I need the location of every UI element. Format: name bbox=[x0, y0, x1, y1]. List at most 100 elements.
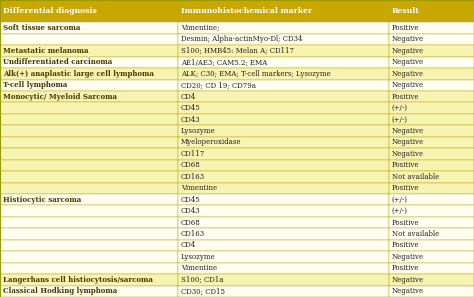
Text: CD45: CD45 bbox=[181, 104, 201, 112]
Text: Positive: Positive bbox=[392, 161, 419, 169]
Text: Vimentine: Vimentine bbox=[181, 264, 217, 272]
Bar bbox=[389, 57, 474, 68]
Bar bbox=[178, 206, 389, 217]
Bar bbox=[0, 274, 178, 285]
Bar bbox=[0, 285, 178, 297]
Text: CD43: CD43 bbox=[181, 116, 201, 124]
Text: CD163: CD163 bbox=[181, 230, 205, 238]
Bar bbox=[178, 285, 389, 297]
Bar bbox=[178, 57, 389, 68]
Text: CD20; CD 19; CD79a: CD20; CD 19; CD79a bbox=[181, 81, 256, 89]
Text: Positive: Positive bbox=[392, 93, 419, 101]
Bar bbox=[389, 171, 474, 183]
Bar bbox=[389, 0, 474, 22]
Text: Myeloperoxidase: Myeloperoxidase bbox=[181, 138, 242, 146]
Bar bbox=[0, 114, 178, 125]
Bar bbox=[389, 183, 474, 194]
Bar bbox=[0, 160, 178, 171]
Bar bbox=[178, 91, 389, 102]
Bar bbox=[0, 228, 178, 240]
Bar bbox=[0, 57, 178, 68]
Bar bbox=[178, 228, 389, 240]
Bar bbox=[0, 0, 178, 22]
Bar bbox=[0, 45, 178, 57]
Text: Positive: Positive bbox=[392, 241, 419, 249]
Bar bbox=[178, 125, 389, 137]
Bar bbox=[389, 68, 474, 80]
Text: Negative: Negative bbox=[392, 58, 424, 66]
Bar bbox=[389, 217, 474, 228]
Text: T-cell lymphoma: T-cell lymphoma bbox=[3, 81, 68, 89]
Text: Classical Hodking lymphoma: Classical Hodking lymphoma bbox=[3, 287, 118, 295]
Text: Negative: Negative bbox=[392, 70, 424, 78]
Text: Undifferentiated carcinoma: Undifferentiated carcinoma bbox=[3, 58, 112, 66]
Text: Negative: Negative bbox=[392, 81, 424, 89]
Text: CD163: CD163 bbox=[181, 173, 205, 181]
Bar bbox=[0, 91, 178, 102]
Text: Lysozyme: Lysozyme bbox=[181, 127, 216, 135]
Bar bbox=[178, 45, 389, 57]
Bar bbox=[389, 125, 474, 137]
Bar bbox=[389, 240, 474, 251]
Bar bbox=[178, 114, 389, 125]
Bar bbox=[389, 251, 474, 263]
Text: Not available: Not available bbox=[392, 173, 439, 181]
Text: Vimentine;: Vimentine; bbox=[181, 24, 219, 32]
Text: Positive: Positive bbox=[392, 219, 419, 227]
Text: CD43: CD43 bbox=[181, 207, 201, 215]
Bar bbox=[389, 160, 474, 171]
Text: CD45: CD45 bbox=[181, 196, 201, 204]
Bar bbox=[389, 102, 474, 114]
Text: (+/-): (+/-) bbox=[392, 196, 408, 204]
Bar bbox=[0, 102, 178, 114]
Text: Negative: Negative bbox=[392, 253, 424, 261]
Bar bbox=[0, 34, 178, 45]
Bar bbox=[389, 206, 474, 217]
Text: Positive: Positive bbox=[392, 24, 419, 32]
Text: Monocytic/ Myeloid Sarcoma: Monocytic/ Myeloid Sarcoma bbox=[3, 93, 118, 101]
Bar bbox=[178, 171, 389, 183]
Bar bbox=[0, 251, 178, 263]
Text: ALK; C30; EMA; T-cell markers; Lysozyme: ALK; C30; EMA; T-cell markers; Lysozyme bbox=[181, 70, 331, 78]
Bar bbox=[0, 183, 178, 194]
Text: Result: Result bbox=[392, 7, 420, 15]
Bar bbox=[389, 91, 474, 102]
Bar bbox=[178, 263, 389, 274]
Text: Negative: Negative bbox=[392, 35, 424, 43]
Bar bbox=[0, 148, 178, 160]
Text: S100; HMB45: Melan A; CD117: S100; HMB45: Melan A; CD117 bbox=[181, 47, 294, 55]
Bar bbox=[178, 251, 389, 263]
Text: AE1/AE3; CAM5.2; EMA: AE1/AE3; CAM5.2; EMA bbox=[181, 58, 267, 66]
Text: Positive: Positive bbox=[392, 184, 419, 192]
Text: CD68: CD68 bbox=[181, 161, 201, 169]
Bar bbox=[389, 285, 474, 297]
Text: Differential diagnosis: Differential diagnosis bbox=[3, 7, 97, 15]
Text: Metastatic melanoma: Metastatic melanoma bbox=[3, 47, 89, 55]
Bar bbox=[0, 68, 178, 80]
Bar bbox=[0, 194, 178, 206]
Bar bbox=[0, 22, 178, 34]
Bar bbox=[389, 80, 474, 91]
Text: Desmin; Alpha-actinMyo-Dl; CD34: Desmin; Alpha-actinMyo-Dl; CD34 bbox=[181, 35, 302, 43]
Bar bbox=[0, 217, 178, 228]
Bar bbox=[389, 228, 474, 240]
Text: (+/-): (+/-) bbox=[392, 104, 408, 112]
Text: Histiocytic sarcoma: Histiocytic sarcoma bbox=[3, 196, 82, 204]
Text: Negative: Negative bbox=[392, 150, 424, 158]
Bar bbox=[178, 194, 389, 206]
Text: Negative: Negative bbox=[392, 287, 424, 295]
Bar bbox=[178, 34, 389, 45]
Text: (+/-): (+/-) bbox=[392, 116, 408, 124]
Bar bbox=[0, 206, 178, 217]
Bar bbox=[389, 263, 474, 274]
Bar bbox=[178, 160, 389, 171]
Text: Negative: Negative bbox=[392, 276, 424, 284]
Text: CD4: CD4 bbox=[181, 93, 196, 101]
Text: Langerhans cell histiocytosis/sarcoma: Langerhans cell histiocytosis/sarcoma bbox=[3, 276, 153, 284]
Text: (+/-): (+/-) bbox=[392, 207, 408, 215]
Bar bbox=[0, 125, 178, 137]
Bar bbox=[389, 274, 474, 285]
Bar bbox=[178, 68, 389, 80]
Bar bbox=[178, 148, 389, 160]
Bar bbox=[0, 263, 178, 274]
